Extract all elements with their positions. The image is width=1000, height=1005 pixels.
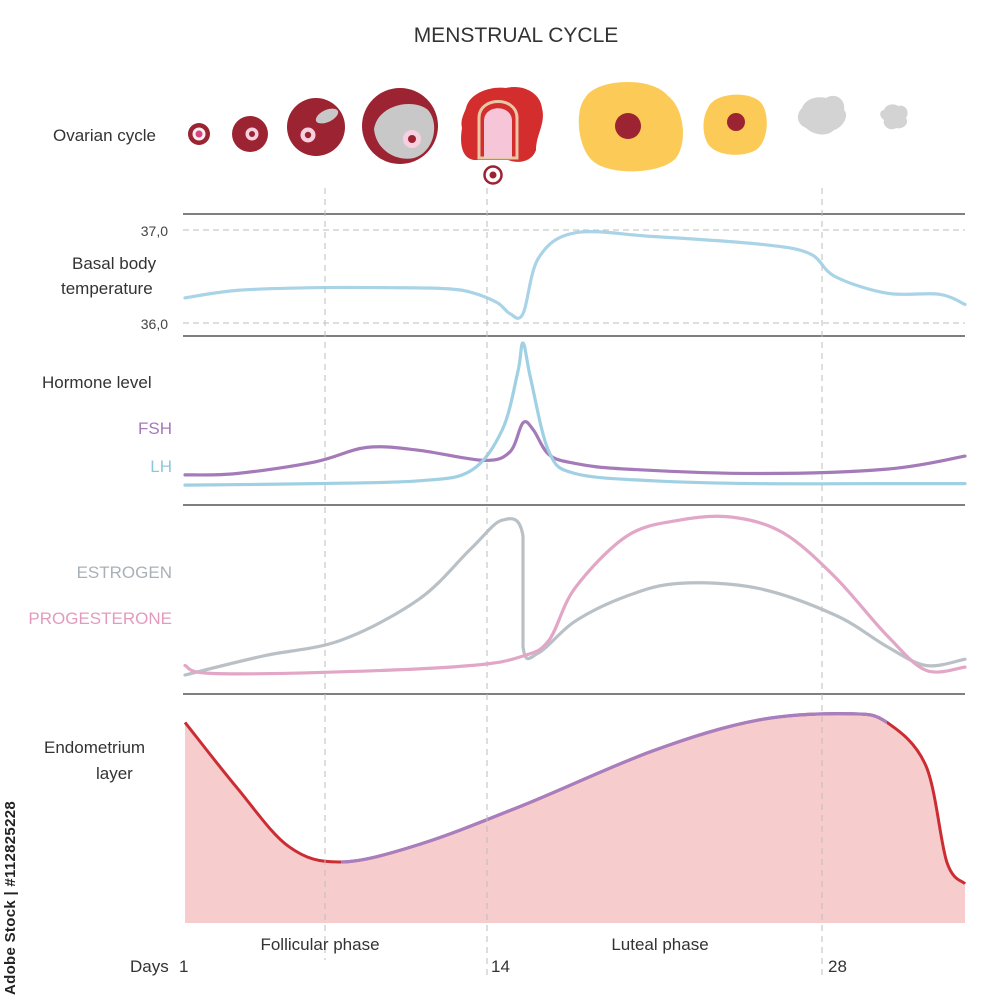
ovarian-cycle-label: Ovarian cycle bbox=[53, 126, 156, 145]
follicle-stage-4-icon bbox=[362, 88, 438, 164]
endometrium-label-line2: layer bbox=[96, 764, 133, 783]
temperature-label-line2: temperature bbox=[61, 279, 153, 298]
lh-legend: LH bbox=[150, 457, 172, 476]
day-1-tick: 1 bbox=[179, 957, 188, 976]
estrogen-legend: ESTROGEN bbox=[77, 563, 172, 582]
ruptured-follicle-icon bbox=[461, 86, 543, 162]
endometrium-growth-line bbox=[341, 712, 887, 864]
day-28-tick: 28 bbox=[828, 957, 847, 976]
corpus-albicans-small-icon bbox=[880, 104, 908, 130]
day-14-tick: 14 bbox=[491, 957, 510, 976]
days-axis-label: Days bbox=[130, 957, 169, 976]
hormone-level-label: Hormone level bbox=[42, 373, 152, 392]
hormone-curves bbox=[183, 230, 967, 677]
temperature-label-line1: Basal body bbox=[72, 254, 157, 273]
fsh-legend: FSH bbox=[138, 419, 172, 438]
endometrium-area bbox=[185, 713, 965, 923]
follicular-phase-label: Follicular phase bbox=[260, 935, 379, 954]
endometrium-chart bbox=[183, 712, 967, 923]
ovum-release-icon bbox=[483, 165, 503, 185]
corpus-luteum-large-icon bbox=[578, 81, 683, 172]
follicle-stage-1-icon bbox=[188, 123, 210, 145]
follicle-stage-3-icon bbox=[287, 98, 345, 156]
lh-line bbox=[183, 341, 967, 487]
follicle-stage-2-icon bbox=[232, 116, 268, 152]
corpus-albicans-large-icon bbox=[797, 95, 847, 135]
watermark-text: Adobe Stock | #112825228 bbox=[2, 800, 19, 995]
temp-high-tick: 37,0 bbox=[141, 223, 168, 239]
progesterone-legend: PROGESTERONE bbox=[28, 609, 172, 628]
luteal-phase-label: Luteal phase bbox=[611, 935, 708, 954]
estrogen-line bbox=[183, 517, 967, 677]
endometrium-label-line1: Endometrium bbox=[44, 738, 145, 757]
temp-low-tick: 36,0 bbox=[141, 316, 168, 332]
progesterone-line bbox=[183, 514, 967, 676]
page-title: MENSTRUAL CYCLE bbox=[414, 24, 619, 47]
corpus-luteum-small-icon bbox=[703, 94, 767, 155]
basal-body-temperature-line bbox=[183, 230, 967, 320]
fsh-line bbox=[183, 420, 967, 477]
